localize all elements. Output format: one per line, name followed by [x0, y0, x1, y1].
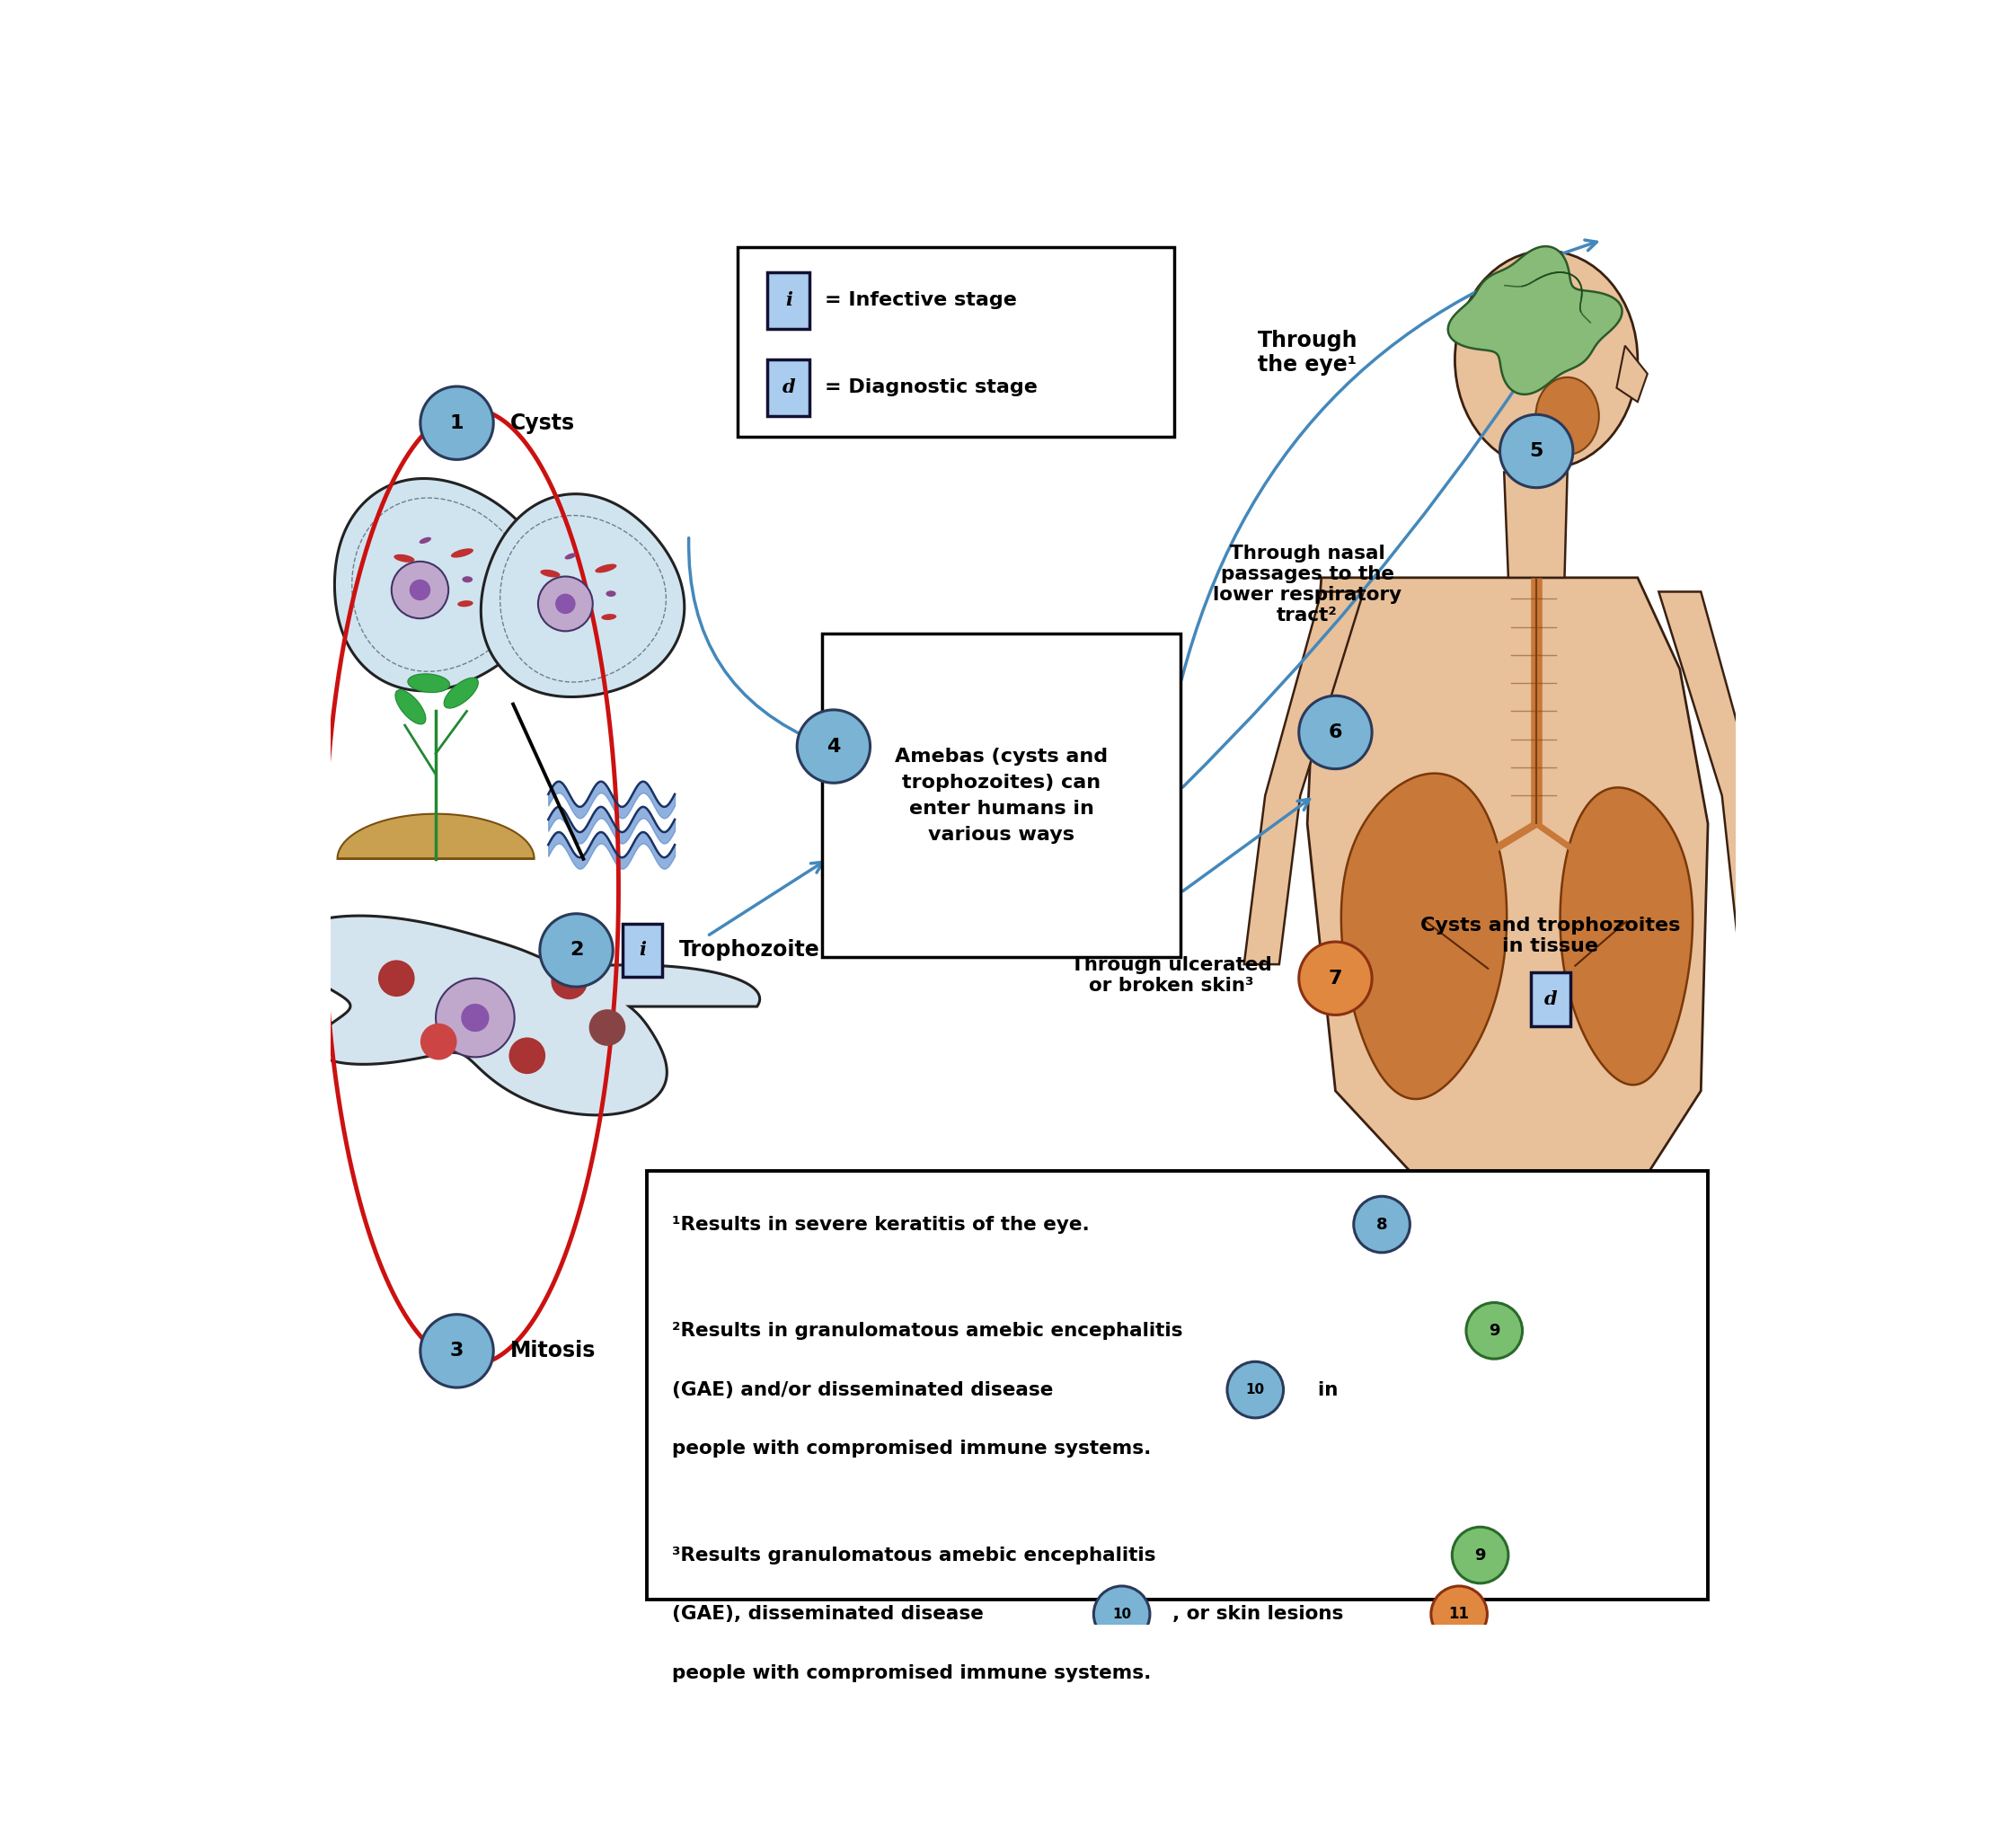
Text: i: i — [784, 292, 792, 309]
Circle shape — [1431, 1587, 1488, 1642]
Circle shape — [540, 913, 613, 986]
Circle shape — [419, 1023, 458, 1059]
Text: (GAE) and/or disseminated disease: (GAE) and/or disseminated disease — [671, 1380, 1052, 1399]
Ellipse shape — [407, 674, 450, 692]
Polygon shape — [286, 917, 760, 1116]
Text: Cysts and trophozoites
in tissue: Cysts and trophozoites in tissue — [1421, 917, 1681, 955]
FancyBboxPatch shape — [1530, 973, 1570, 1026]
Ellipse shape — [458, 601, 474, 606]
Circle shape — [379, 960, 415, 997]
Polygon shape — [1244, 592, 1363, 964]
Text: 11: 11 — [1450, 1607, 1470, 1621]
Text: 7: 7 — [1329, 970, 1343, 988]
Circle shape — [409, 579, 431, 601]
Circle shape — [1228, 1362, 1284, 1419]
Polygon shape — [1659, 592, 1776, 964]
Polygon shape — [1617, 345, 1647, 402]
Text: = Diagnostic stage: = Diagnostic stage — [825, 378, 1038, 396]
Circle shape — [462, 1004, 490, 1032]
Text: 3: 3 — [450, 1342, 464, 1360]
Text: people with compromised immune systems.: people with compromised immune systems. — [671, 1663, 1151, 1682]
Text: 4: 4 — [827, 738, 841, 756]
Ellipse shape — [595, 564, 617, 573]
Ellipse shape — [601, 614, 617, 621]
Polygon shape — [1504, 473, 1566, 577]
Ellipse shape — [393, 555, 415, 562]
Circle shape — [419, 387, 494, 460]
Circle shape — [1466, 1302, 1522, 1359]
Text: Amebas (cysts and
trophozoites) can
enter humans in
various ways: Amebas (cysts and trophozoites) can ente… — [895, 749, 1109, 844]
Text: 8: 8 — [1377, 1216, 1387, 1233]
Text: 6: 6 — [1329, 723, 1343, 741]
Ellipse shape — [452, 548, 474, 557]
Text: ³Results granulomatous amebic encephalitis: ³Results granulomatous amebic encephalit… — [671, 1547, 1155, 1565]
Circle shape — [419, 1315, 494, 1388]
Circle shape — [1452, 1527, 1508, 1583]
Polygon shape — [1341, 774, 1506, 1099]
Polygon shape — [482, 495, 683, 698]
Polygon shape — [1560, 787, 1693, 1085]
Text: d: d — [1544, 990, 1556, 1008]
Circle shape — [538, 577, 593, 632]
Ellipse shape — [564, 553, 577, 559]
Ellipse shape — [462, 577, 472, 582]
Ellipse shape — [395, 690, 425, 725]
Circle shape — [435, 979, 514, 1057]
Polygon shape — [335, 478, 546, 690]
FancyBboxPatch shape — [768, 272, 810, 329]
Ellipse shape — [444, 677, 478, 708]
Text: d: d — [782, 378, 794, 396]
FancyBboxPatch shape — [768, 360, 810, 416]
Text: Mitosis: Mitosis — [510, 1340, 597, 1362]
Text: Trophozoite: Trophozoite — [679, 939, 821, 960]
Ellipse shape — [1456, 250, 1637, 469]
Ellipse shape — [419, 537, 431, 544]
FancyBboxPatch shape — [738, 247, 1173, 436]
Polygon shape — [1306, 577, 1708, 1189]
FancyBboxPatch shape — [647, 1170, 1708, 1600]
Circle shape — [1093, 1587, 1149, 1642]
Text: , or skin lesions: , or skin lesions — [1173, 1605, 1343, 1623]
Text: 5: 5 — [1530, 442, 1544, 460]
Circle shape — [550, 962, 587, 999]
Polygon shape — [1447, 247, 1623, 394]
Text: ¹Results in severe keratitis of the eye.: ¹Results in severe keratitis of the eye. — [671, 1216, 1089, 1233]
Text: 9: 9 — [1474, 1547, 1486, 1563]
Text: 2: 2 — [569, 940, 583, 959]
Text: 10: 10 — [1246, 1382, 1264, 1397]
Text: 1: 1 — [450, 415, 464, 433]
Ellipse shape — [1536, 378, 1599, 455]
Text: ²Results in granulomatous amebic encephalitis: ²Results in granulomatous amebic encepha… — [671, 1322, 1183, 1340]
FancyBboxPatch shape — [823, 634, 1181, 957]
Circle shape — [589, 1010, 625, 1046]
Circle shape — [1298, 696, 1373, 769]
Text: (GAE), disseminated disease: (GAE), disseminated disease — [671, 1605, 984, 1623]
Text: Through ulcerated
or broken skin³: Through ulcerated or broken skin³ — [1070, 957, 1272, 995]
Text: 9: 9 — [1488, 1322, 1500, 1338]
Text: Through nasal
passages to the
lower respiratory
tract²: Through nasal passages to the lower resp… — [1214, 544, 1401, 624]
Circle shape — [554, 593, 575, 614]
Circle shape — [1298, 942, 1373, 1015]
Text: in: in — [1304, 1380, 1339, 1399]
Circle shape — [391, 561, 448, 619]
Ellipse shape — [540, 570, 560, 577]
Ellipse shape — [607, 590, 617, 597]
Text: Cysts: Cysts — [510, 413, 575, 435]
Text: = Infective stage: = Infective stage — [825, 292, 1018, 309]
Text: 10: 10 — [1113, 1607, 1131, 1621]
Text: i: i — [639, 940, 645, 959]
Circle shape — [1500, 415, 1572, 488]
Circle shape — [508, 1037, 546, 1074]
Polygon shape — [337, 814, 534, 858]
Text: Through
the eye¹: Through the eye¹ — [1258, 329, 1357, 376]
Circle shape — [1353, 1196, 1409, 1253]
Circle shape — [796, 710, 871, 783]
FancyBboxPatch shape — [623, 924, 661, 977]
Text: people with compromised immune systems.: people with compromised immune systems. — [671, 1441, 1151, 1457]
